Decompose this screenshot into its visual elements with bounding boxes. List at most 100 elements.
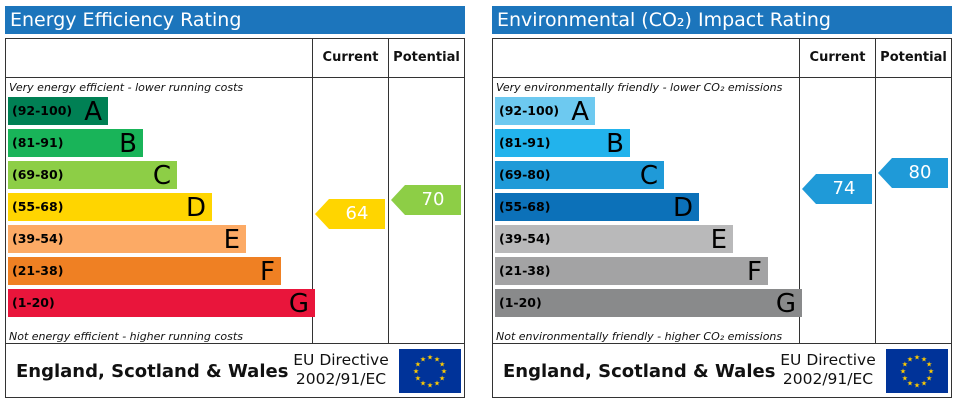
svg-text:★: ★ xyxy=(413,368,419,376)
potential-rating-value: 80 xyxy=(908,162,932,183)
rating-band-d: (55-68) D xyxy=(8,193,212,223)
svg-text:★: ★ xyxy=(427,382,433,390)
band-letter: B xyxy=(606,129,624,159)
band-letter: E xyxy=(223,225,240,255)
eu-flag-icon: ★ ★ ★ ★ ★ ★ ★ ★ ★ ★ ★ ★ xyxy=(399,349,461,393)
band-letter: A xyxy=(84,97,102,127)
svg-text:★: ★ xyxy=(926,375,932,383)
current-rating-value: 74 xyxy=(832,178,856,199)
svg-text:★: ★ xyxy=(902,375,908,383)
band-range-label: (21-38) xyxy=(499,263,551,278)
chart-title: Environmental (CO₂) Impact Rating xyxy=(492,6,952,34)
svg-text:★: ★ xyxy=(902,361,908,369)
svg-text:★: ★ xyxy=(914,354,920,362)
bottom-note: Not environmentally friendly - higher CO… xyxy=(496,330,783,343)
bottom-note: Not energy efficient - higher running co… xyxy=(9,330,243,343)
svg-text:★: ★ xyxy=(926,361,932,369)
band-range-label: (69-80) xyxy=(12,167,64,182)
svg-text:★: ★ xyxy=(921,380,927,388)
svg-text:★: ★ xyxy=(420,355,426,363)
svg-text:★: ★ xyxy=(928,368,934,376)
svg-text:★: ★ xyxy=(420,380,426,388)
band-letter: G xyxy=(775,289,796,319)
eu-flag-icon: ★ ★ ★ ★ ★ ★ ★ ★ ★ ★ ★ ★ xyxy=(886,349,948,393)
footer-divider xyxy=(6,343,464,344)
rating-band-e: (39-54) E xyxy=(495,225,733,255)
band-letter: C xyxy=(152,161,171,191)
rating-band-b: (81-91) B xyxy=(495,129,630,159)
rating-band-c: (69-80) C xyxy=(8,161,177,191)
rating-band-c: (69-80) C xyxy=(495,161,664,191)
band-range-label: (81-91) xyxy=(499,135,551,150)
current-column-header: Current xyxy=(809,50,866,65)
band-letter: D xyxy=(185,193,206,223)
rating-frame: Current Potential Very energy efficient … xyxy=(5,38,465,398)
svg-text:★: ★ xyxy=(441,368,447,376)
eu-directive-line2: 2002/91/EC xyxy=(295,370,387,388)
rating-frame: Current Potential Very environmentally f… xyxy=(492,38,952,398)
band-range-label: (55-68) xyxy=(12,199,64,214)
svg-text:★: ★ xyxy=(900,368,906,376)
potential-column-header: Potential xyxy=(393,50,460,65)
footer-country: England, Scotland & Wales xyxy=(16,361,289,382)
band-range-label: (81-91) xyxy=(12,135,64,150)
rating-band-f: (21-38) F xyxy=(8,257,281,287)
environmental-impact-panel: Environmental (CO₂) Impact Rating Curren… xyxy=(492,6,952,398)
svg-text:★: ★ xyxy=(434,380,440,388)
svg-text:★: ★ xyxy=(921,355,927,363)
potential-rating-value: 70 xyxy=(421,189,445,210)
svg-text:★: ★ xyxy=(415,375,421,383)
header-divider xyxy=(6,77,464,78)
column-divider xyxy=(799,39,800,343)
svg-text:★: ★ xyxy=(434,355,440,363)
top-note: Very energy efficient - lower running co… xyxy=(9,81,244,94)
current-rating-value: 64 xyxy=(345,203,369,224)
eu-directive-line2: 2002/91/EC xyxy=(782,370,874,388)
svg-text:★: ★ xyxy=(415,361,421,369)
band-range-label: (21-38) xyxy=(12,263,64,278)
eu-directive-line1: EU Directive xyxy=(780,351,876,369)
chart-title: Energy Efficiency Rating xyxy=(5,6,465,34)
rating-band-g: (1-20) G xyxy=(495,289,802,319)
svg-text:★: ★ xyxy=(907,380,913,388)
column-divider xyxy=(875,39,876,343)
column-divider xyxy=(388,39,389,343)
header-divider xyxy=(493,77,951,78)
rating-band-a: (92-100) A xyxy=(495,97,595,127)
energy-efficiency-panel: Energy Efficiency Rating Current Potenti… xyxy=(5,6,465,398)
potential-column-header: Potential xyxy=(880,50,947,65)
band-letter: F xyxy=(260,257,275,287)
band-range-label: (92-100) xyxy=(12,103,73,118)
band-range-label: (1-20) xyxy=(499,295,542,310)
svg-text:★: ★ xyxy=(439,361,445,369)
band-letter: B xyxy=(119,129,137,159)
rating-band-d: (55-68) D xyxy=(495,193,699,223)
svg-text:★: ★ xyxy=(914,382,920,390)
current-column-header: Current xyxy=(322,50,379,65)
band-letter: D xyxy=(672,193,693,223)
eu-directive: EU Directive 2002/91/EC xyxy=(281,351,401,389)
svg-text:★: ★ xyxy=(439,375,445,383)
band-range-label: (69-80) xyxy=(499,167,551,182)
rating-band-b: (81-91) B xyxy=(8,129,143,159)
rating-band-a: (92-100) A xyxy=(8,97,108,127)
band-range-label: (1-20) xyxy=(12,295,55,310)
rating-band-e: (39-54) E xyxy=(8,225,246,255)
band-letter: C xyxy=(639,161,658,191)
eu-directive-line1: EU Directive xyxy=(293,351,389,369)
footer-divider xyxy=(493,343,951,344)
svg-text:★: ★ xyxy=(907,355,913,363)
band-range-label: (55-68) xyxy=(499,199,551,214)
rating-band-g: (1-20) G xyxy=(8,289,315,319)
rating-band-f: (21-38) F xyxy=(495,257,768,287)
band-letter: A xyxy=(571,97,589,127)
svg-text:★: ★ xyxy=(427,354,433,362)
band-letter: E xyxy=(710,225,727,255)
band-range-label: (92-100) xyxy=(499,103,560,118)
band-letter: G xyxy=(288,289,309,319)
top-note: Very environmentally friendly - lower CO… xyxy=(496,81,783,94)
column-divider xyxy=(312,39,313,343)
eu-directive: EU Directive 2002/91/EC xyxy=(768,351,888,389)
band-range-label: (39-54) xyxy=(499,231,551,246)
footer-country: England, Scotland & Wales xyxy=(503,361,776,382)
